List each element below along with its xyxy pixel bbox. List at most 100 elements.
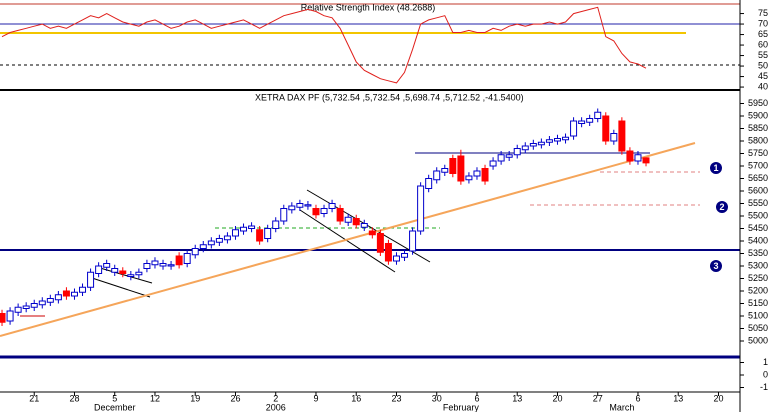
x-tick-label: 30 [432, 393, 442, 403]
candle-body [505, 154, 513, 158]
candle-body [272, 220, 280, 229]
y-tick-label: 5400 [748, 235, 768, 245]
y-tick-label: 5550 [748, 198, 768, 208]
candle-body [143, 263, 151, 269]
candle-body [473, 170, 481, 177]
y-tick-label: 5450 [748, 223, 768, 233]
candle-body [215, 238, 223, 243]
candle-body [111, 268, 119, 273]
y-tick-label: 70 [758, 18, 768, 28]
candle-body [38, 300, 46, 306]
y-tick-label: 5500 [748, 210, 768, 220]
y-tick-label: 5050 [748, 323, 768, 333]
y-tick-label: 5900 [748, 110, 768, 120]
candle-body [336, 208, 344, 222]
candle-body [167, 264, 175, 267]
candle-body [457, 155, 465, 182]
candle-body [376, 233, 384, 253]
y-tick-label: 55 [758, 50, 768, 60]
rsi-title: Relative Strength Index (48.2688) [301, 2, 436, 12]
candle-body [151, 260, 159, 266]
y-tick-label: 5000 [748, 335, 768, 345]
y-tick-label: 65 [758, 29, 768, 39]
y-tick-label: 5800 [748, 135, 768, 145]
candle-body [368, 230, 376, 236]
candle-body [223, 235, 231, 241]
channel-line [99, 267, 153, 284]
x-tick-label: 13 [673, 393, 683, 403]
candle-body [14, 306, 22, 313]
candle-body [159, 263, 167, 267]
candle-body [384, 243, 392, 262]
candle-body [256, 229, 264, 242]
x-tick-label: 28 [69, 393, 79, 403]
month-label: March [609, 402, 634, 412]
candle-body [175, 255, 183, 266]
candle-body [320, 208, 328, 214]
y-tick-label: -1 [760, 382, 768, 392]
channel-line [91, 277, 151, 298]
candle-body [288, 205, 296, 211]
candle-body [425, 178, 433, 189]
y-tick-label: 5250 [748, 273, 768, 283]
candle-body [634, 154, 642, 162]
candle-body [594, 111, 602, 119]
candle-body [626, 150, 634, 162]
candle-body [6, 310, 14, 322]
candle-body [119, 270, 127, 274]
candle-body [618, 120, 626, 152]
y-tick-label: 40 [758, 81, 768, 91]
candle-body [513, 148, 521, 156]
annotation-circle [716, 201, 728, 213]
y-tick-label: 5350 [748, 248, 768, 258]
candle-body [207, 240, 215, 246]
y-tick-label: 5100 [748, 310, 768, 320]
trend-line [0, 142, 696, 337]
candle-body [489, 160, 497, 167]
y-tick-label: 5150 [748, 298, 768, 308]
x-tick-label: 16 [351, 393, 361, 403]
rsi-line [1, 6, 647, 84]
candle-body [328, 203, 336, 209]
y-tick-label: 5200 [748, 285, 768, 295]
candle-body [578, 120, 586, 124]
x-tick-label: 12 [150, 393, 160, 403]
candle-body [344, 216, 352, 223]
x-tick-label: 9 [313, 393, 318, 403]
x-tick-label: 19 [190, 393, 200, 403]
candle-body [103, 263, 111, 268]
y-tick-label: 5850 [748, 123, 768, 133]
y-tick-label: 60 [758, 39, 768, 49]
candle-body [183, 253, 191, 264]
x-tick-label: 23 [391, 393, 401, 403]
candle-body [521, 145, 529, 151]
candle-body [352, 218, 360, 226]
candle-body [537, 141, 545, 146]
y-tick-label: 5950 [748, 98, 768, 108]
x-tick-label: 20 [713, 393, 723, 403]
candle-body [417, 185, 425, 232]
x-tick-label: 13 [512, 393, 522, 403]
annotation: 2 [719, 202, 724, 212]
candle-body [54, 294, 62, 301]
candle-body [240, 226, 248, 232]
y-tick-label: 5700 [748, 160, 768, 170]
candle-body [545, 139, 553, 143]
month-label: February [443, 402, 480, 412]
month-label: 2006 [266, 402, 286, 412]
candle-body [441, 168, 449, 173]
candle-body [360, 223, 368, 228]
candle-body [296, 203, 304, 208]
x-tick-label: 6 [635, 393, 640, 403]
y-tick-label: 0 [763, 369, 768, 379]
candle-body [231, 229, 239, 237]
y-tick-label: 75 [758, 8, 768, 18]
candle-body [95, 265, 103, 274]
y-tick-label: 5300 [748, 260, 768, 270]
candle-body [304, 204, 312, 207]
x-tick-label: 6 [474, 393, 479, 403]
x-tick-label: 2 [273, 393, 278, 403]
candle-body [191, 248, 199, 256]
